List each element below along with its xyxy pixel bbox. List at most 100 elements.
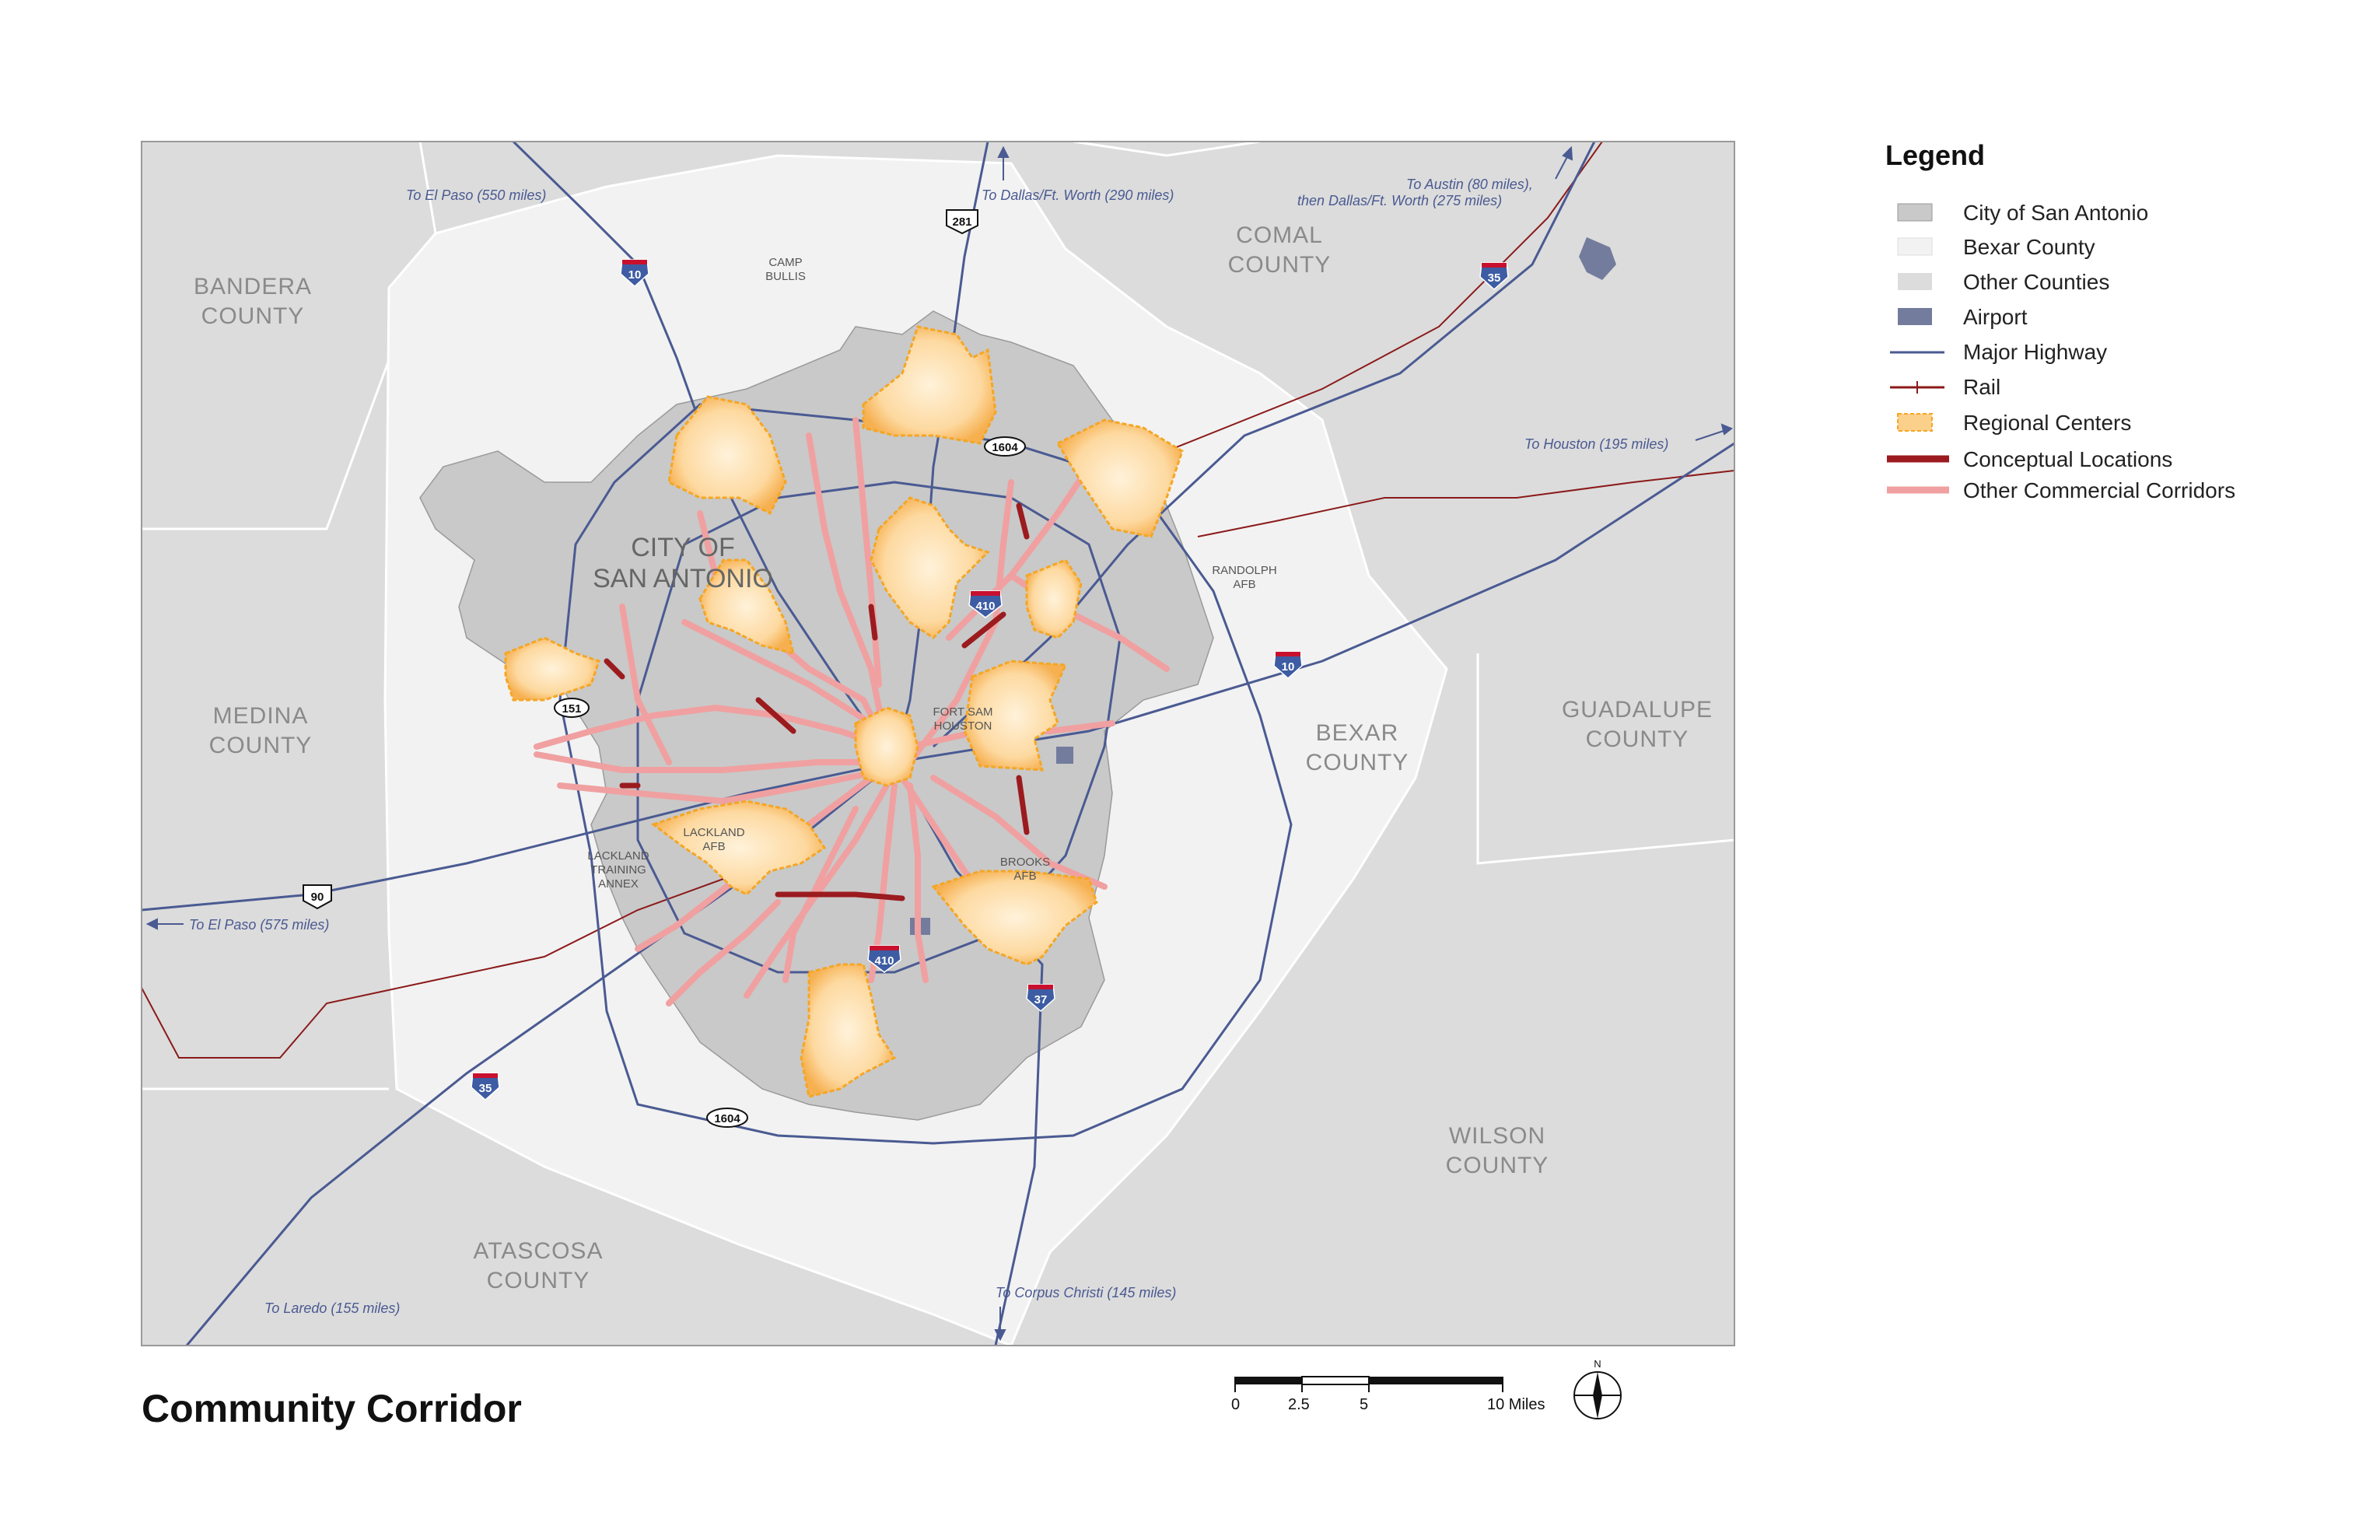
arrow-northeast-head-icon	[1562, 145, 1573, 161]
county-label-bandera-1: BANDERA	[194, 274, 312, 299]
corridor	[782, 806, 859, 983]
us-90-shield-icon: 90	[303, 884, 332, 910]
legend-label-conceptual: Conceptual Locations	[1963, 447, 2172, 471]
interstate-10-nw-label: 10	[628, 268, 642, 282]
place-label-lackland-1: LACKLAND	[683, 826, 744, 839]
destination-el-paso-west: To El Paso (575 miles)	[189, 917, 329, 933]
interstate-37-label: 37	[1034, 993, 1048, 1006]
loop-1604-shield-icon: 1604	[984, 436, 1026, 457]
scale-bar: 0 2.5 5 10 Miles	[1231, 1376, 1545, 1413]
county-label-wilson-1: WILSON	[1449, 1123, 1545, 1149]
legend-swatch-bexar	[1897, 237, 1933, 256]
legend-label-bexar: Bexar County	[1963, 235, 2095, 259]
county-label-medina-1: MEDINA	[213, 703, 309, 729]
rail-e	[1197, 470, 1734, 537]
conceptual-locations	[604, 502, 1030, 901]
us281-north	[893, 142, 989, 763]
interstate-410-shield-icon: 410	[867, 945, 901, 973]
conceptual-location	[1016, 775, 1030, 835]
conceptual-location	[1016, 502, 1030, 540]
regional-center	[667, 395, 787, 516]
conceptual-location	[775, 891, 905, 901]
interstate-410-shield-icon: 410	[968, 590, 1003, 618]
destination-corpus: To Corpus Christi (145 miles)	[996, 1285, 1176, 1300]
place-label-lackland-annex-2: TRAINING	[590, 863, 646, 877]
corridor	[619, 604, 672, 765]
north-arrow-label: N	[1594, 1358, 1601, 1370]
place-label-camp-bullis-2: BULLIS	[765, 270, 806, 283]
legend-label-city: City of San Antonio	[1963, 201, 2148, 225]
loop-1604-shield-icon: 1604	[706, 1108, 748, 1128]
interstate-10-shield-icon: 10	[1273, 651, 1303, 680]
legend-title: Legend	[1885, 139, 1985, 171]
rail-lines	[142, 142, 1734, 1059]
rail-ne	[1166, 142, 1603, 452]
scale-segment	[1235, 1377, 1302, 1384]
us90-west	[142, 761, 895, 912]
county-label-atascosa-2: COUNTY	[487, 1268, 590, 1293]
legend-swatch-rail	[1890, 381, 1944, 394]
arrow-east-icon	[1695, 429, 1729, 441]
corridor	[907, 782, 929, 983]
corridor	[930, 775, 1108, 890]
regional-center	[862, 325, 997, 445]
legend-label-regional-centers: Regional Centers	[1963, 411, 2131, 435]
destination-austin-1: To Austin (80 miles),	[1406, 177, 1533, 192]
corridor	[681, 619, 874, 726]
interstate-37-shield-icon: 37	[1026, 984, 1055, 1013]
county-labels: BANDERA COUNTY COMAL COUNTY MEDINA COUNT…	[194, 222, 1712, 1293]
interstate-35-ne-label: 35	[1488, 271, 1501, 285]
scale-tick-5: 5	[1360, 1396, 1368, 1413]
city-label-1: CITY OF	[631, 533, 735, 562]
legend-label-rail: Rail	[1963, 375, 2000, 399]
loop-410	[636, 481, 1122, 974]
place-label-lackland-2: AFB	[702, 840, 725, 853]
destination-dallas: To Dallas/Ft. Worth (290 miles)	[982, 187, 1174, 203]
destination-labels: To El Paso (550 miles) To Dallas/Ft. Wor…	[189, 177, 1668, 1316]
arrow-west-head-icon	[145, 918, 158, 930]
regional-center	[504, 636, 600, 702]
destination-laredo: To Laredo (155 miles)	[264, 1300, 400, 1316]
us-281-shield-icon: 281	[946, 209, 978, 235]
i37-south	[893, 761, 1044, 1346]
us-281-label: 281	[952, 215, 971, 229]
conceptual-location	[961, 611, 1006, 649]
legend-swatch-other-counties	[1898, 273, 1932, 290]
sh-151-label: 151	[562, 702, 581, 716]
place-label-lackland-annex-3: ANNEX	[598, 877, 639, 891]
county-label-wilson-2: COUNTY	[1446, 1153, 1549, 1178]
comal-boundary	[1073, 142, 1261, 157]
rail-sw	[142, 878, 724, 1059]
destination-houston: To Houston (195 miles)	[1524, 436, 1668, 452]
place-label-randolph-2: AFB	[1233, 578, 1255, 591]
county-label-medina-2: COUNTY	[209, 733, 313, 758]
county-boundaries	[142, 142, 1734, 1090]
regional-centers	[504, 325, 1184, 1098]
county-label-guadalupe-2: COUNTY	[1586, 726, 1689, 752]
bandera-medina-boundary	[142, 142, 437, 530]
county-label-comal-1: COMAL	[1236, 222, 1323, 248]
arrow-south-head-icon	[994, 1329, 1006, 1342]
regional-center	[1025, 558, 1083, 639]
legend-label-other-corridors: Other Commercial Corridors	[1963, 478, 2235, 502]
corridor	[534, 751, 890, 773]
interstate-10-shield-icon: 10	[620, 259, 649, 288]
legend-swatch-regional-centers	[1897, 413, 1933, 432]
interstate-35-shield-icon: 35	[1479, 262, 1509, 291]
regional-center	[854, 706, 919, 787]
destination-el-paso-north: To El Paso (550 miles)	[406, 187, 546, 203]
i35-northeast	[932, 142, 1596, 748]
regional-center	[800, 963, 897, 1098]
regional-center	[931, 870, 1098, 966]
county-label-atascosa-1: ATASCOSA	[474, 1238, 604, 1264]
corridor	[557, 767, 890, 805]
legend-label-other-counties: Other Counties	[1963, 270, 2109, 294]
city-label-2: SAN ANTONIO	[593, 564, 773, 593]
legend-label-airport: Airport	[1963, 305, 2028, 329]
corridor	[666, 899, 781, 1006]
conceptual-location	[868, 604, 878, 641]
legend: Legend City of San Antonio Bexar County …	[1885, 139, 2235, 502]
corridor	[534, 704, 890, 750]
north-arrow-icon: N	[1573, 1358, 1622, 1419]
